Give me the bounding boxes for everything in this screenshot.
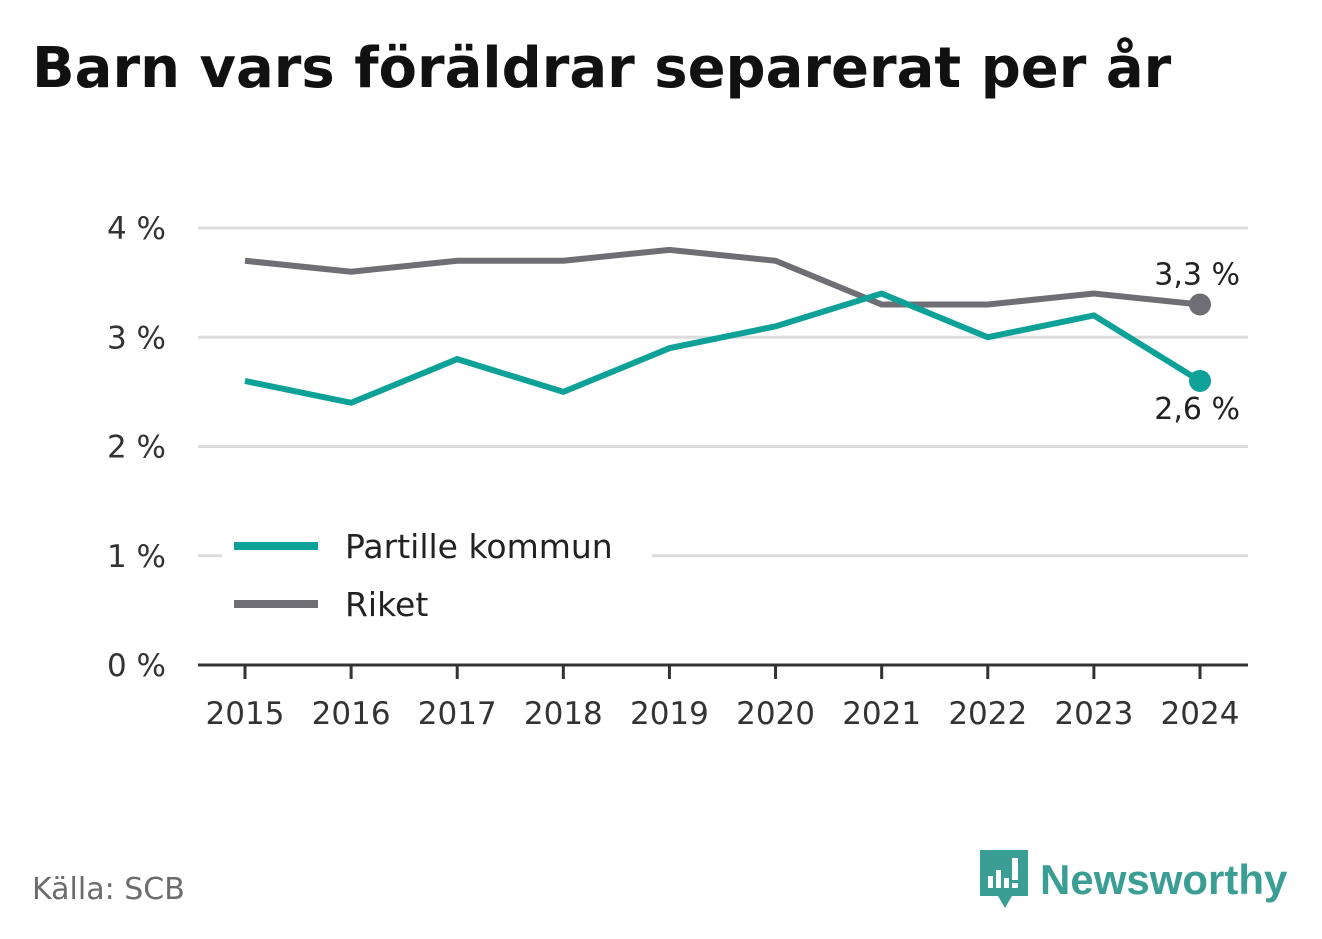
legend-background xyxy=(222,515,652,635)
x-tick-label: 2024 xyxy=(1161,696,1240,732)
end-point-partille xyxy=(1189,369,1211,392)
x-axis: 2015 2016 2017 2018 2019 2020 2021 2022 2023 2024 xyxy=(198,663,1248,732)
x-tick-label: 2020 xyxy=(736,696,815,732)
x-tick-label: 2018 xyxy=(524,696,603,732)
newsworthy-logo-icon xyxy=(980,850,1028,908)
x-tick-label: 2022 xyxy=(948,696,1027,732)
x-tick-label: 2015 xyxy=(206,696,285,732)
page-title: Barn vars föräldrar separerat per år xyxy=(32,36,1172,101)
brand-logo[interactable]: Newsworthy xyxy=(980,850,1287,910)
series-lines xyxy=(244,246,1211,406)
series-line-riket xyxy=(244,246,1201,308)
x-tick-label: 2017 xyxy=(418,696,497,732)
legend: Partille kommun Riket xyxy=(222,515,652,635)
x-tick-label: 2021 xyxy=(842,696,921,732)
end-value-label: 2,6 % xyxy=(1154,392,1240,427)
end-labels: 3,3 % 2,6 % xyxy=(1154,257,1240,426)
x-tick-label: 2019 xyxy=(630,696,709,732)
y-tick-label: 3 % xyxy=(107,320,166,356)
end-value-label: 3,3 % xyxy=(1154,257,1240,292)
brand-name: Newsworthy xyxy=(1040,856,1288,903)
end-point-riket xyxy=(1189,293,1211,316)
x-tick-label: 2023 xyxy=(1054,696,1133,732)
legend-label: Riket xyxy=(345,585,428,624)
y-axis-tick-labels: 0 % 1 % 2 % 3 % 4 % xyxy=(107,211,166,684)
y-tick-label: 2 % xyxy=(107,430,166,466)
x-tick-label: 2016 xyxy=(312,696,391,732)
series-line-partille xyxy=(244,290,1202,406)
y-tick-label: 0 % xyxy=(107,648,166,684)
y-tick-label: 4 % xyxy=(107,211,166,247)
grid-lines xyxy=(198,226,1248,558)
y-tick-label: 1 % xyxy=(107,539,166,575)
source-note: Källa: SCB xyxy=(32,872,185,907)
legend-label: Partille kommun xyxy=(345,527,613,566)
